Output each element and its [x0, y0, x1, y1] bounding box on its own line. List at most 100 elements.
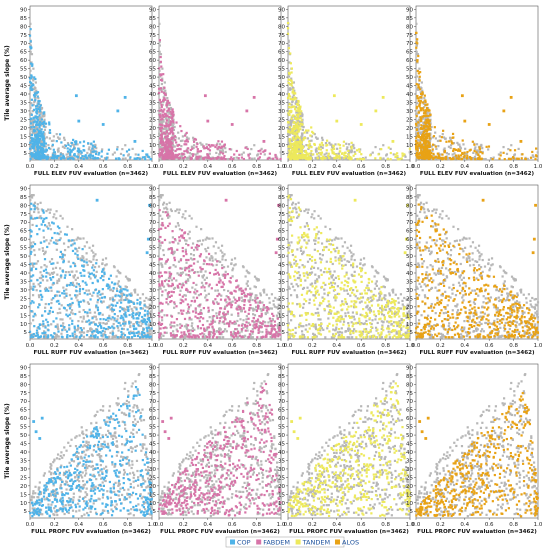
- data-point: [160, 65, 163, 68]
- background-point: [505, 152, 509, 156]
- background-point: [42, 236, 46, 239]
- data-point: [299, 105, 302, 108]
- background-point: [218, 157, 221, 160]
- data-point: [34, 153, 37, 157]
- background-point: [429, 128, 433, 131]
- data-point: [294, 117, 298, 120]
- background-point: [232, 157, 236, 160]
- data-point: [79, 300, 82, 303]
- background-point: [224, 305, 227, 308]
- background-point: [159, 53, 163, 56]
- data-point: [415, 128, 418, 132]
- background-point: [276, 306, 279, 309]
- background-point: [148, 323, 151, 326]
- background-point: [287, 69, 290, 72]
- data-point: [161, 151, 164, 154]
- background-point: [231, 267, 235, 270]
- background-point: [48, 242, 51, 245]
- x-tick-label: 0.4: [332, 164, 341, 170]
- data-point: [440, 136, 443, 139]
- data-point: [35, 112, 38, 115]
- data-point: [147, 317, 151, 320]
- data-point: [125, 150, 129, 153]
- background-point: [260, 147, 263, 150]
- data-point: [70, 141, 73, 145]
- data-point: [36, 157, 39, 160]
- background-point: [245, 269, 248, 272]
- background-point: [42, 325, 45, 328]
- background-point: [160, 294, 164, 297]
- data-point: [240, 156, 244, 159]
- data-point: [45, 149, 49, 152]
- background-point: [291, 120, 294, 123]
- data-point: [71, 301, 74, 305]
- data-point: [132, 327, 136, 331]
- background-point: [240, 330, 243, 333]
- background-point: [56, 323, 59, 326]
- y-tick-label: 20: [278, 126, 285, 132]
- background-point: [93, 315, 96, 318]
- y-tick-label: 5: [153, 151, 157, 157]
- background-point: [82, 315, 85, 318]
- data-point: [43, 335, 46, 338]
- data-point: [172, 110, 175, 114]
- data-point: [73, 242, 76, 245]
- background-point: [29, 106, 32, 109]
- background-point: [79, 259, 82, 262]
- background-point: [29, 22, 32, 25]
- background-point: [264, 321, 267, 324]
- data-point: [414, 145, 418, 148]
- data-point: [42, 131, 45, 134]
- data-point: [163, 91, 166, 95]
- data-point: [290, 109, 293, 112]
- data-point: [220, 156, 223, 159]
- data-point: [312, 132, 315, 135]
- data-point: [36, 128, 39, 131]
- data-point: [516, 157, 519, 160]
- y-tick-label: 20: [20, 126, 27, 132]
- data-point: [430, 156, 434, 159]
- data-point: [194, 138, 198, 141]
- background-point: [459, 145, 462, 148]
- data-point: [297, 130, 300, 133]
- background-point: [417, 130, 420, 133]
- background-point: [73, 274, 76, 277]
- background-point: [105, 322, 108, 325]
- data-point: [426, 128, 429, 131]
- background-point: [211, 259, 214, 262]
- data-point: [80, 151, 83, 154]
- background-point: [255, 298, 258, 301]
- data-point: [30, 151, 33, 155]
- background-point: [40, 276, 43, 280]
- background-point: [68, 327, 71, 330]
- data-point: [38, 123, 41, 126]
- data-point: [36, 153, 40, 156]
- background-point: [418, 146, 421, 149]
- background-point: [447, 153, 450, 156]
- background-point: [290, 120, 293, 123]
- y-tick-label: 85: [149, 16, 156, 22]
- data-point: [39, 121, 42, 124]
- data-point: [119, 324, 122, 327]
- data-point: [65, 330, 69, 333]
- data-point: [160, 135, 163, 138]
- data-point: [101, 268, 105, 271]
- data-point: [123, 334, 127, 337]
- data-point: [172, 157, 175, 161]
- background-point: [187, 232, 190, 236]
- data-point: [144, 334, 147, 337]
- data-point: [46, 245, 49, 249]
- background-point: [44, 325, 47, 328]
- data-point: [53, 151, 57, 154]
- background-point: [59, 267, 62, 270]
- data-point: [425, 135, 429, 138]
- y-tick-label: 85: [20, 16, 27, 22]
- background-point: [101, 148, 104, 151]
- data-point: [146, 334, 149, 337]
- data-point: [161, 140, 165, 143]
- data-point: [320, 141, 323, 144]
- background-point: [159, 120, 162, 123]
- data-point: [159, 60, 162, 63]
- background-point: [103, 157, 107, 160]
- data-point: [39, 156, 42, 160]
